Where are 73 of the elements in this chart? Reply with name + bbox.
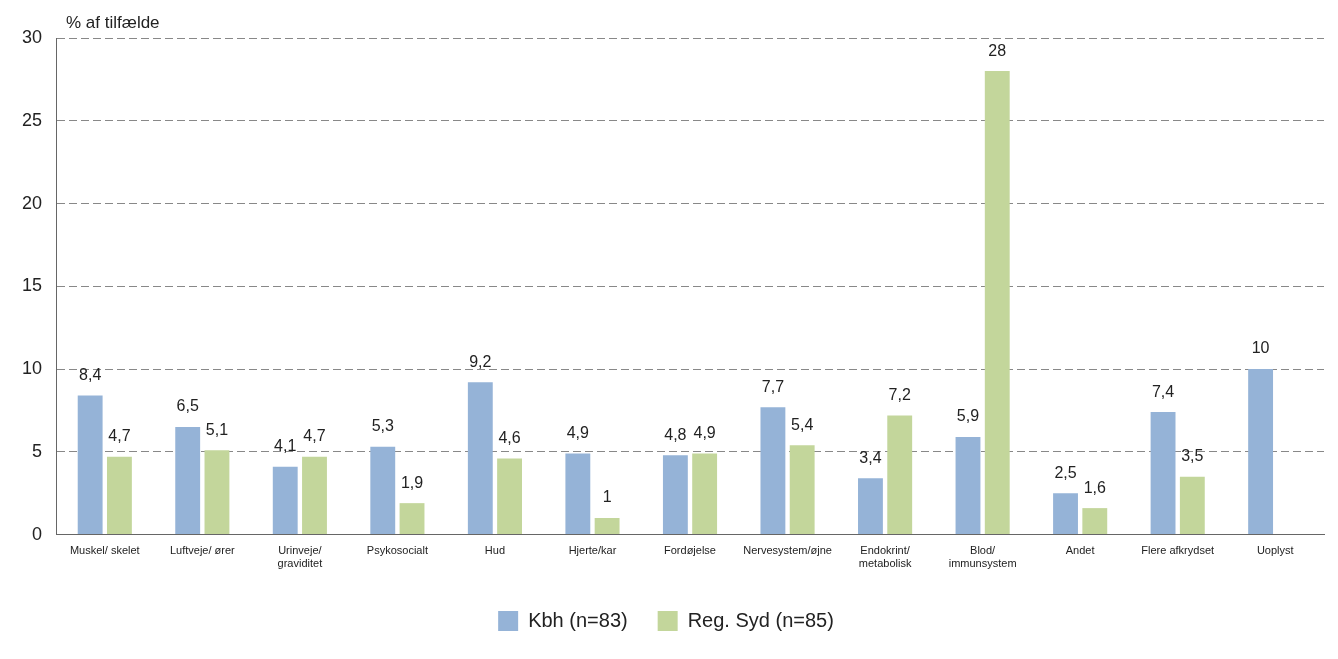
bar — [1082, 508, 1108, 535]
data-label: 5,9 — [956, 407, 980, 425]
data-label: 28 — [988, 41, 1007, 59]
legend-label: Reg. Syd (n=85) — [687, 608, 834, 631]
x-tick-label: Andet — [1065, 544, 1095, 557]
bar — [370, 446, 396, 535]
bar — [1179, 476, 1205, 535]
data-label: 6,5 — [176, 397, 199, 415]
bar — [760, 407, 786, 535]
bar — [789, 445, 815, 535]
y-tick-label: 20 — [21, 192, 43, 213]
x-tick-label: Blod/ immunsystem — [948, 544, 1017, 570]
data-label: 1 — [602, 488, 612, 506]
data-label: 9,2 — [469, 352, 492, 370]
y-axis-title: % af tilfælde — [66, 13, 160, 33]
bar — [467, 382, 493, 535]
x-tick-label: Endokrint/ metabolisk — [858, 544, 912, 570]
x-tick-label: Fordøjelse — [664, 544, 716, 557]
data-label: 10 — [1251, 339, 1270, 357]
data-label: 3,5 — [1181, 447, 1204, 465]
data-label: 4,1 — [274, 437, 297, 455]
bar — [106, 456, 132, 535]
bar — [204, 450, 230, 535]
bar — [1053, 493, 1078, 535]
y-tick-label: 30 — [21, 26, 43, 47]
x-tick-label: Psykosocialt — [366, 544, 428, 557]
data-label: 1,9 — [400, 473, 424, 491]
x-tick-label: Urinveje/ graviditet — [277, 544, 323, 570]
bar — [302, 456, 327, 535]
x-tick-label: Nervesystem/øjne — [743, 544, 832, 557]
bar — [887, 415, 913, 535]
x-tick-label: Muskel/ skelet — [69, 544, 140, 557]
data-label: 5,4 — [791, 415, 814, 433]
data-label: 4,9 — [566, 423, 590, 441]
bar — [662, 455, 688, 535]
bar — [272, 466, 298, 535]
data-label: 7,2 — [888, 385, 911, 403]
data-label: 4,9 — [693, 423, 716, 441]
bar — [858, 478, 883, 535]
data-label: 7,4 — [1151, 382, 1175, 400]
bar — [594, 518, 620, 535]
y-tick-label: 5 — [32, 440, 43, 461]
bar — [399, 503, 425, 535]
data-label: 5,3 — [371, 417, 394, 435]
y-tick-label: 10 — [21, 358, 43, 379]
bar — [1150, 412, 1176, 535]
legend-label: Kbh (n=83) — [528, 608, 628, 631]
x-tick-label: Hjerte/kar — [568, 544, 617, 557]
bar — [692, 453, 718, 535]
x-tick-label: Uoplyst — [1256, 544, 1294, 557]
data-label: 8,4 — [79, 365, 102, 383]
x-tick-label: Flere afkrydset — [1141, 544, 1215, 557]
x-tick-label: Luftveje/ ører — [169, 544, 236, 557]
bar — [497, 458, 522, 535]
data-label: 7,7 — [761, 377, 785, 395]
y-tick-label: 15 — [21, 275, 43, 296]
data-label: 3,4 — [859, 448, 882, 466]
y-tick-label: 25 — [21, 109, 43, 130]
data-label: 4,7 — [108, 427, 131, 445]
data-label: 1,6 — [1083, 478, 1107, 496]
bar — [175, 427, 201, 535]
data-label: 4,7 — [303, 427, 326, 445]
data-label: 4,8 — [664, 425, 687, 443]
bar — [77, 395, 103, 535]
data-label: 5,1 — [205, 420, 229, 438]
bar — [1248, 369, 1274, 535]
x-tick-label: Hud — [484, 544, 506, 557]
data-label: 2,5 — [1054, 463, 1077, 481]
bar — [955, 436, 981, 535]
data-label: 4,6 — [498, 428, 521, 446]
y-tick-label: 0 — [32, 523, 43, 544]
bar — [984, 71, 1010, 535]
bar — [565, 453, 591, 535]
